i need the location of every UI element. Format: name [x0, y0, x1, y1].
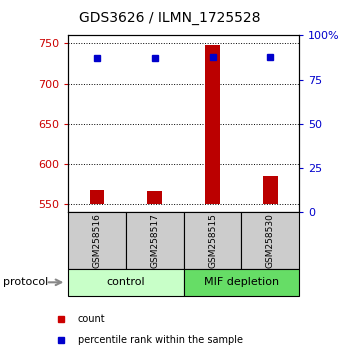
Bar	[241, 212, 299, 269]
Text: GSM258517: GSM258517	[150, 213, 159, 268]
Text: count: count	[78, 314, 105, 324]
Text: percentile rank within the sample: percentile rank within the sample	[78, 335, 243, 345]
Bar	[68, 269, 184, 296]
Text: protocol: protocol	[3, 277, 49, 287]
Text: MIF depletion: MIF depletion	[204, 277, 279, 287]
Text: control: control	[106, 277, 145, 287]
Bar	[205, 45, 220, 204]
Text: GDS3626 / ILMN_1725528: GDS3626 / ILMN_1725528	[79, 11, 261, 25]
Bar	[90, 190, 104, 204]
Bar	[263, 176, 277, 204]
Bar	[184, 212, 241, 269]
Text: GSM258530: GSM258530	[266, 213, 275, 268]
Text: GSM258515: GSM258515	[208, 213, 217, 268]
Bar	[148, 191, 162, 204]
Bar	[184, 269, 299, 296]
Bar	[126, 212, 184, 269]
Text: GSM258516: GSM258516	[92, 213, 101, 268]
Bar	[68, 212, 126, 269]
